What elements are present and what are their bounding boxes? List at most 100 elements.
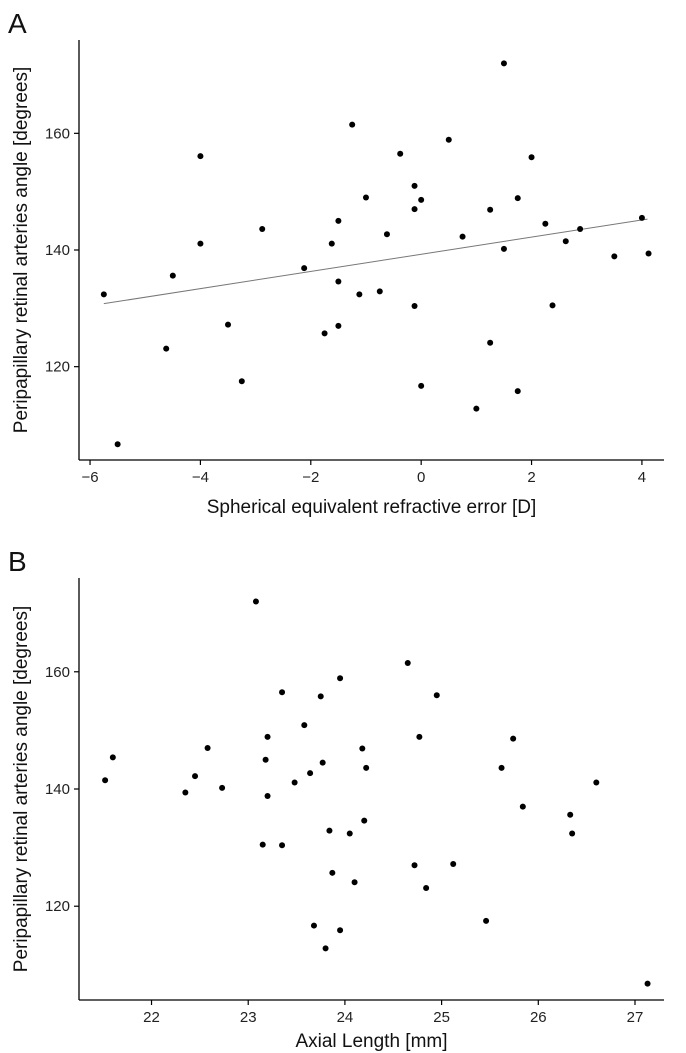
data-point xyxy=(335,278,342,285)
y-axis-title: Peripapillary retinal arteries angle [de… xyxy=(11,67,32,433)
data-point xyxy=(569,830,576,837)
data-point xyxy=(264,733,271,740)
x-tick-label: 23 xyxy=(240,1009,257,1026)
y-tick-label: 140 xyxy=(45,781,70,798)
data-point xyxy=(514,195,521,202)
data-point xyxy=(335,322,342,329)
data-point xyxy=(225,321,232,328)
data-point xyxy=(301,265,308,272)
data-point xyxy=(259,226,266,232)
data-point xyxy=(500,60,507,67)
data-point xyxy=(319,759,326,766)
data-point xyxy=(528,154,535,161)
data-point xyxy=(562,238,569,245)
data-point xyxy=(109,754,116,761)
data-point xyxy=(356,291,363,298)
data-point xyxy=(238,378,245,385)
data-point xyxy=(483,917,490,924)
y-tick-label: 120 xyxy=(45,898,70,915)
x-tick-label: 25 xyxy=(433,1009,450,1026)
data-point xyxy=(542,220,549,227)
data-point xyxy=(310,922,317,929)
data-point xyxy=(307,770,314,777)
data-point xyxy=(645,250,652,257)
data-point xyxy=(376,288,383,295)
data-point xyxy=(611,253,618,260)
data-point xyxy=(459,233,466,240)
x-tick-label: 27 xyxy=(627,1009,644,1026)
data-point xyxy=(450,861,457,868)
data-point xyxy=(519,803,526,810)
data-point xyxy=(411,206,418,213)
data-point xyxy=(204,744,211,751)
data-point xyxy=(337,927,344,934)
trend-line xyxy=(103,218,648,305)
y-axis-title: Peripapillary retinal arteries angle [de… xyxy=(11,606,32,972)
data-point xyxy=(114,441,121,448)
data-point xyxy=(259,841,266,848)
data-point xyxy=(473,405,480,412)
x-axis-title: Axial Length [mm] xyxy=(295,1031,447,1052)
x-tick-label: −4 xyxy=(192,469,209,486)
data-point xyxy=(433,692,440,699)
data-point xyxy=(510,735,517,742)
data-point xyxy=(252,598,259,605)
data-point xyxy=(351,879,358,886)
data-point xyxy=(577,226,584,232)
data-point xyxy=(321,330,328,337)
y-tick-label: 120 xyxy=(45,359,70,376)
data-point xyxy=(262,756,269,763)
data-point xyxy=(317,693,324,700)
panel-label: A xyxy=(8,8,27,39)
data-point xyxy=(363,764,370,771)
panel-b: B 22 23 24 25 26 27 120 140 160 Axial Length [mm] P… xyxy=(8,546,664,1052)
x-tick-label: 4 xyxy=(638,469,646,486)
data-point xyxy=(337,675,344,682)
data-point xyxy=(182,789,189,796)
data-point xyxy=(638,214,645,221)
data-point xyxy=(264,793,271,800)
data-point xyxy=(335,217,342,224)
x-tick-label: 0 xyxy=(417,469,425,486)
data-point xyxy=(593,779,600,786)
data-point xyxy=(329,869,336,876)
data-point xyxy=(291,779,298,786)
data-point xyxy=(498,764,505,771)
data-point xyxy=(192,773,199,780)
data-point xyxy=(644,980,651,987)
x-axis-title: Spherical equivalent refractive error [D… xyxy=(207,497,536,518)
data-point xyxy=(301,722,308,729)
data-point xyxy=(423,885,430,892)
x-tick-label: −6 xyxy=(81,469,98,486)
data-point xyxy=(219,784,226,791)
data-point xyxy=(567,811,574,818)
data-point xyxy=(279,689,286,696)
y-tick-label: 160 xyxy=(45,664,70,681)
data-point xyxy=(349,121,356,128)
data-point xyxy=(383,231,390,238)
x-tick-label: 26 xyxy=(530,1009,547,1026)
data-point xyxy=(322,945,329,952)
data-point xyxy=(326,827,333,834)
data-point xyxy=(487,339,494,346)
data-point xyxy=(418,196,425,203)
data-point xyxy=(404,659,411,666)
data-point xyxy=(102,777,109,784)
data-point xyxy=(163,345,170,352)
data-point xyxy=(346,830,353,837)
data-point xyxy=(418,382,425,389)
data-point xyxy=(197,240,204,247)
panel-a: A −6 −4 −2 0 2 4 120 140 160 Spherical equivalent … xyxy=(8,8,664,518)
data-point xyxy=(411,862,418,869)
data-point xyxy=(514,388,521,395)
data-point xyxy=(361,817,368,824)
x-tick-label: 24 xyxy=(337,1009,354,1026)
data-point xyxy=(197,153,204,160)
data-point xyxy=(500,245,507,252)
x-tick-label: −2 xyxy=(302,469,319,486)
data-point xyxy=(487,206,494,213)
y-tick-label: 160 xyxy=(45,125,70,142)
data-point xyxy=(279,842,286,849)
data-point xyxy=(416,733,423,740)
data-point xyxy=(328,240,335,247)
